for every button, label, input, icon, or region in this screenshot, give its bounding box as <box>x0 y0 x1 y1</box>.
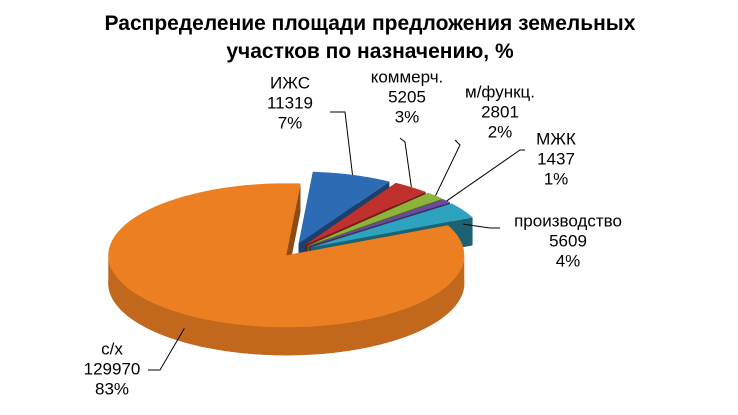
leader-line <box>330 111 354 175</box>
leader-line <box>399 137 412 188</box>
category-label: м/функц. <box>465 82 535 101</box>
value-label: 5205 <box>388 87 426 106</box>
category-label: коммерч. <box>371 67 444 86</box>
percent-label: 4% <box>556 251 581 270</box>
chart-title: Распределение площади предложения земель… <box>104 12 636 63</box>
category-label: МЖК <box>536 129 576 148</box>
slice <box>298 171 390 244</box>
percent-label: 7% <box>278 113 303 132</box>
leader-line <box>435 139 461 196</box>
category-label: ИЖС <box>270 73 310 92</box>
value-label: 5609 <box>549 231 587 250</box>
value-label: 1437 <box>537 149 575 168</box>
slice <box>305 182 426 245</box>
value-label: 2801 <box>481 102 519 121</box>
slice <box>309 199 451 247</box>
slice <box>310 203 473 248</box>
category-label: производство <box>514 211 622 230</box>
slice-side <box>108 255 465 356</box>
value-label: 129970 <box>84 359 141 378</box>
percent-label: 2% <box>488 122 513 141</box>
leader-line <box>446 149 525 202</box>
percent-label: 83% <box>95 379 129 398</box>
category-label: с/х <box>101 339 123 358</box>
value-label: 11319 <box>267 93 313 112</box>
slice <box>307 192 443 246</box>
leader-line <box>148 328 185 371</box>
percent-label: 3% <box>395 107 420 126</box>
slice <box>108 183 465 328</box>
leader-line <box>463 223 500 229</box>
percent-label: 1% <box>544 169 569 188</box>
